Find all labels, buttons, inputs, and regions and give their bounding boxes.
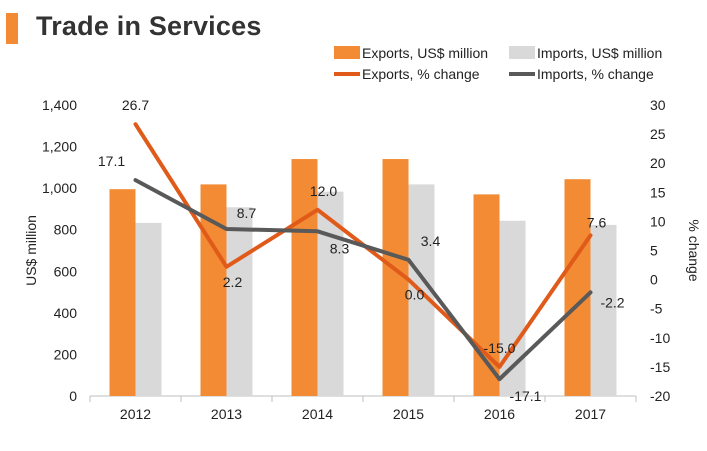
y2-tick-label: 25 bbox=[650, 126, 666, 142]
x-tick-label: 2017 bbox=[575, 406, 606, 422]
legend-imports-line-label: Imports, % change bbox=[537, 66, 654, 82]
chart-title: Trade in Services bbox=[36, 11, 262, 41]
legend-exports-bar-swatch bbox=[334, 46, 360, 59]
legend-imports-bar-swatch bbox=[509, 46, 535, 59]
x-tick-label: 2014 bbox=[302, 406, 333, 422]
y2-tick-label: 0 bbox=[650, 272, 658, 288]
x-tick-label: 2015 bbox=[393, 406, 424, 422]
point-labels: 26.7 2.2 12.0 0.0 -15.0 7.6 17.1 8.7 8.3 3.4 -17.1… bbox=[98, 97, 625, 404]
y-tick-label: 1,200 bbox=[42, 139, 77, 155]
x-tick-label: 2012 bbox=[120, 406, 151, 422]
y2-tick-label: 15 bbox=[650, 184, 666, 200]
y-tick-label: 400 bbox=[54, 305, 78, 321]
imports-bar bbox=[590, 224, 617, 396]
imports-change-label: 3.4 bbox=[421, 233, 441, 249]
y-tick-label: 1,000 bbox=[42, 180, 77, 196]
title-accent-bar bbox=[6, 13, 18, 44]
y-tick-label: 1,400 bbox=[42, 97, 77, 113]
y2-tick-label: 10 bbox=[650, 213, 666, 229]
y2-tick-label: 30 bbox=[650, 97, 666, 113]
exports-change-label: -15.0 bbox=[484, 340, 516, 356]
exports-bar bbox=[109, 189, 136, 396]
imports-change-line bbox=[133, 178, 593, 382]
imports-bar bbox=[135, 222, 162, 396]
x-tick-label: 2013 bbox=[211, 406, 242, 422]
y2-axis: -20 -15 -10 -5 0 5 10 15 20 25 30 % change bbox=[650, 97, 702, 404]
imports-bar bbox=[226, 207, 253, 396]
y2-tick-label: 5 bbox=[650, 243, 658, 259]
exports-change-label: 26.7 bbox=[122, 97, 149, 113]
imports-change-label: -2.2 bbox=[600, 294, 624, 310]
y-tick-label: 200 bbox=[54, 346, 78, 362]
imports-change-label: 8.3 bbox=[330, 240, 350, 256]
exports-change-label: 0.0 bbox=[405, 287, 425, 303]
y-tick-label: 800 bbox=[54, 222, 78, 238]
x-axis: 2012 2013 2014 2015 2016 2017 bbox=[89, 395, 637, 422]
x-tick-label: 2016 bbox=[484, 406, 515, 422]
exports-change-label: 2.2 bbox=[223, 274, 243, 290]
y2-tick-label: -20 bbox=[650, 388, 670, 404]
y2-tick-label: 20 bbox=[650, 155, 666, 171]
legend-exports-line-label: Exports, % change bbox=[362, 66, 480, 82]
lines bbox=[133, 122, 593, 382]
y2-tick-label: -15 bbox=[650, 359, 670, 375]
y-tick-label: 600 bbox=[54, 263, 78, 279]
imports-change-label: 17.1 bbox=[98, 153, 125, 169]
exports-change-label: 7.6 bbox=[587, 214, 607, 230]
y2-tick-label: -5 bbox=[650, 301, 663, 317]
y2-axis-title: % change bbox=[686, 219, 702, 281]
y-tick-label: 0 bbox=[69, 388, 77, 404]
y-axis-title: US$ million bbox=[23, 215, 39, 286]
legend: Exports, US$ million Imports, US$ million… bbox=[334, 45, 662, 82]
y2-tick-label: -10 bbox=[650, 330, 670, 346]
imports-change-label: 8.7 bbox=[237, 205, 257, 221]
exports-bar bbox=[200, 184, 227, 396]
exports-bar bbox=[291, 159, 318, 396]
imports-bar bbox=[317, 191, 344, 396]
exports-bar bbox=[564, 179, 591, 396]
legend-imports-bar-label: Imports, US$ million bbox=[537, 45, 662, 61]
exports-change-label: 12.0 bbox=[310, 183, 337, 199]
y-axis: 0 200 400 600 800 1,000 1,200 1,400 US$ million bbox=[23, 97, 77, 404]
legend-exports-bar-label: Exports, US$ million bbox=[362, 45, 488, 61]
imports-change-label: -17.1 bbox=[510, 388, 542, 404]
imports-bar bbox=[499, 220, 526, 396]
bars bbox=[109, 159, 617, 396]
